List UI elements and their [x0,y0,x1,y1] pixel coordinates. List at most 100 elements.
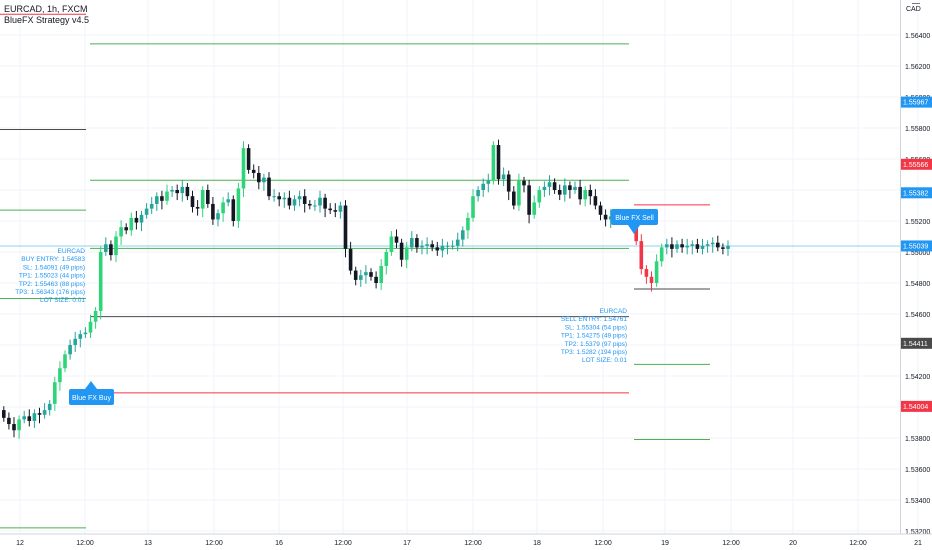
candle-body [593,196,598,206]
candle-body [425,244,429,246]
strategy-title[interactable]: BlueFX Strategy v4.5 [4,15,90,25]
price-label-box [901,158,932,170]
time-tick: 21 [914,540,922,547]
candle-body [287,197,292,206]
signal-info-line: EURCAD [58,248,86,255]
price-tick: 1.54200 [905,374,930,381]
candle-body [221,202,225,214]
candle-body [7,417,11,425]
buy-label-arrow [85,381,97,389]
candle-body [690,244,695,246]
candle-body [241,148,246,189]
buy-label-text: Blue FX Buy [72,395,111,402]
candle-body [73,338,77,345]
candle-body [98,252,103,311]
sell-label-text: Blue FX Sell [615,215,654,222]
candle-body [435,247,440,251]
time-axis[interactable]: 12 12:00 13 12:00 16 12:00 17 12:00 18 12:00 19 12:… [0,533,932,547]
candle-body [134,217,139,223]
candle-body [200,190,205,209]
candle-body [206,190,210,204]
candle-body [175,190,179,194]
scale-icon[interactable] [912,0,920,4]
candle-body [170,190,174,192]
candle-body [578,186,582,200]
candle-body [190,196,195,208]
candle-body [389,236,394,252]
signal-info-line: TP3: 1.5282 (194 pips) [561,349,627,356]
candle-body [471,196,475,218]
time-tick: 12:00 [722,540,740,547]
candle-body [333,210,338,212]
time-tick: 19 [661,540,669,547]
candle-body [364,272,368,276]
candle-body [552,182,557,190]
candle-body [129,217,134,231]
candle-body [257,172,261,183]
candle-body [430,244,434,248]
candle-body [450,245,455,247]
candle-body [476,190,480,197]
price-tick: 1.54600 [905,312,930,319]
signal-info-line: LOT SIZE: 0.01 [582,357,627,364]
candle-body [726,245,730,249]
signal-levels [0,13,900,529]
buy-label-box [69,389,114,405]
candle-body [139,214,144,223]
candle-body [246,148,251,170]
candle-body [721,247,725,249]
price-tick: 1.53800 [905,436,930,443]
candle-body [308,203,312,206]
candle-body [573,186,577,190]
signal-info-line: TP1: 1.54275 (49 pips) [561,333,627,340]
price-tick: 1.56200 [905,64,930,71]
candle-body [695,244,700,249]
candle-body [114,236,118,256]
candle-body [374,276,378,283]
price-label-text: 1.55382 [903,190,928,197]
price-label-box [901,337,932,349]
candle-body [251,169,256,173]
signal-info-line: TP2: 1.55463 (88 pips) [19,281,85,288]
time-tick: 17 [403,540,411,547]
candle-body [267,177,271,197]
candle-body [455,239,460,246]
candle-body [63,354,67,369]
candle-body [323,197,327,209]
signal-info-line: LOT SIZE: 0.01 [40,297,85,304]
candle-body [486,180,491,184]
candle-body [22,416,26,420]
signal-info-line: EURCAD [600,308,628,315]
candle-body [557,190,562,195]
candle-body [461,230,465,240]
candle-body [440,245,445,251]
candle-body [149,203,154,209]
candle-body [231,199,236,221]
candle-body [42,410,47,415]
candle-body [491,145,496,181]
candle-body [47,403,52,411]
price-label-text: 1.55967 [903,100,928,107]
candle-body [399,242,404,260]
candle-body [359,275,363,280]
symbol-title[interactable]: EURCAD, 1h, FXCM [4,4,88,14]
candle-body [32,413,37,421]
candle-body [685,245,689,248]
candle-body [83,332,88,335]
candle-body [297,196,302,200]
candle-body [598,205,603,215]
time-tick: 12:00 [205,540,223,547]
candle-body [501,174,506,180]
price-axis[interactable]: 1.564001.562001.560001.558001.556001.554… [901,33,932,536]
candle-body [644,269,649,277]
signal-info-line: BUY ENTRY: 1.54583 [21,256,85,263]
candle-body [670,244,674,249]
candle-body [277,196,281,200]
price-tick: 1.55800 [905,126,930,133]
candle-body [445,245,450,247]
candle-body [328,208,332,211]
signal-info-line: TP2: 1.5379 (97 pips) [564,341,627,348]
price-tick: 1.53600 [905,467,930,474]
